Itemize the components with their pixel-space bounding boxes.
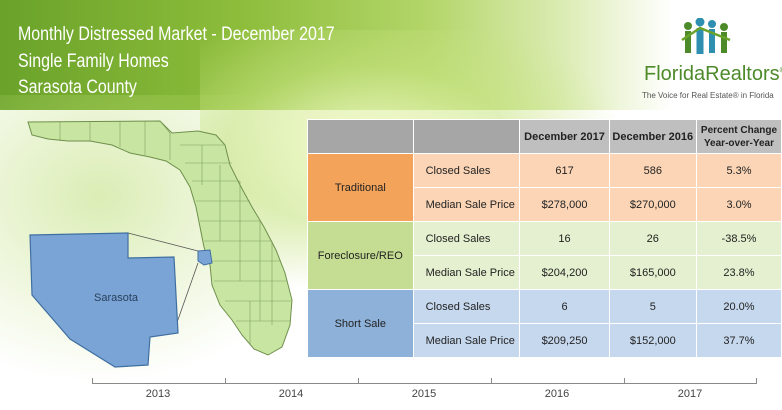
value-dec-2017: $204,200 xyxy=(519,255,610,290)
value-dec-2017: 16 xyxy=(519,221,610,256)
report-title: Monthly Distressed Market - December 201… xyxy=(18,24,335,45)
logo-brand-name: FloridaRealtors xyxy=(644,63,780,85)
timeline-tick xyxy=(624,378,625,384)
value-percent-change: 23.8% xyxy=(695,255,782,290)
table-row: Median Sale Price $278,000 $270,000 3.0% xyxy=(308,187,782,222)
value-dec-2016: 586 xyxy=(608,153,697,188)
sarasota-county-enlarged xyxy=(29,232,179,368)
value-percent-change: 3.0% xyxy=(695,187,782,222)
timeline-tick xyxy=(225,378,226,384)
metric-label: Median Sale Price xyxy=(412,323,521,358)
value-dec-2017: $209,250 xyxy=(519,323,610,358)
zoom-line-bottom xyxy=(173,262,199,332)
metric-label: Closed Sales xyxy=(412,221,521,256)
header-blank-2 xyxy=(412,119,521,154)
sarasota-map-label: Sarasota xyxy=(94,292,139,304)
sarasota-county-highlight xyxy=(197,249,213,266)
timeline-tick xyxy=(358,378,359,384)
people-icon xyxy=(681,18,731,54)
logo-brand-text: FloridaRealtors® xyxy=(644,63,782,86)
timeline-year-2016: 2016 xyxy=(544,388,570,400)
table-header-row: December 2017 December 2016 Percent Chan… xyxy=(307,119,782,154)
zoom-line-top xyxy=(127,232,199,252)
florida-state-shape xyxy=(27,120,293,356)
logo-registered-mark: ® xyxy=(780,65,782,74)
county-title: Sarasota County xyxy=(18,77,137,98)
metric-label: Closed Sales xyxy=(412,153,521,188)
timeline-tick xyxy=(92,378,93,384)
value-dec-2016: $165,000 xyxy=(608,255,697,290)
value-dec-2016: $270,000 xyxy=(608,187,697,222)
timeline-axis xyxy=(92,383,756,384)
value-percent-change: 37.7% xyxy=(695,323,782,358)
table-row: Foreclosure/REO Closed Sales 16 26 -38.5… xyxy=(307,221,782,290)
metric-label: Closed Sales xyxy=(412,289,521,324)
header-blank-1 xyxy=(307,119,414,154)
metric-label: Median Sale Price xyxy=(412,255,521,290)
timeline-year-2015: 2015 xyxy=(411,388,437,400)
table-row: Median Sale Price $204,200 $165,000 23.8… xyxy=(308,255,782,290)
timeline-tick xyxy=(491,378,492,384)
timeline-year-2017: 2017 xyxy=(677,388,703,400)
value-dec-2017: 6 xyxy=(519,289,610,324)
table-row: Short Sale Closed Sales 6 5 20.0% xyxy=(307,289,782,358)
logo-tagline: The Voice for Real Estate® in Florida xyxy=(642,91,774,100)
value-percent-change: 20.0% xyxy=(695,289,782,324)
value-dec-2017: 617 xyxy=(519,153,610,188)
value-dec-2017: $278,000 xyxy=(519,187,610,222)
header-percent-change: Percent Change Year-over-Year xyxy=(695,119,782,154)
report-subtitle: Single Family Homes xyxy=(18,51,169,72)
value-dec-2016: 26 xyxy=(608,221,697,256)
category-short-sale: Short Sale xyxy=(307,289,414,358)
value-dec-2016: $152,000 xyxy=(608,323,697,358)
value-percent-change: 5.3% xyxy=(695,153,782,188)
category-foreclosure-reo: Foreclosure/REO xyxy=(307,221,414,290)
timeline-tick xyxy=(756,378,757,384)
timeline-year-2013: 2013 xyxy=(145,388,171,400)
category-traditional: Traditional xyxy=(307,153,414,222)
county-borders xyxy=(59,120,291,345)
header-dec-2017: December 2017 xyxy=(519,119,610,154)
florida-realtors-logo xyxy=(681,18,731,54)
value-percent-change: -38.5% xyxy=(695,221,782,256)
table-row: Median Sale Price $209,250 $152,000 37.7… xyxy=(308,323,782,358)
metric-label: Median Sale Price xyxy=(412,187,521,222)
header-dec-2016: December 2016 xyxy=(608,119,697,154)
value-dec-2016: 5 xyxy=(608,289,697,324)
table-row: Traditional Closed Sales 617 586 5.3% xyxy=(307,153,782,222)
distressed-market-table: December 2017 December 2016 Percent Chan… xyxy=(307,119,782,358)
florida-county-map: Sarasota xyxy=(27,120,293,368)
timeline-year-2014: 2014 xyxy=(278,388,304,400)
